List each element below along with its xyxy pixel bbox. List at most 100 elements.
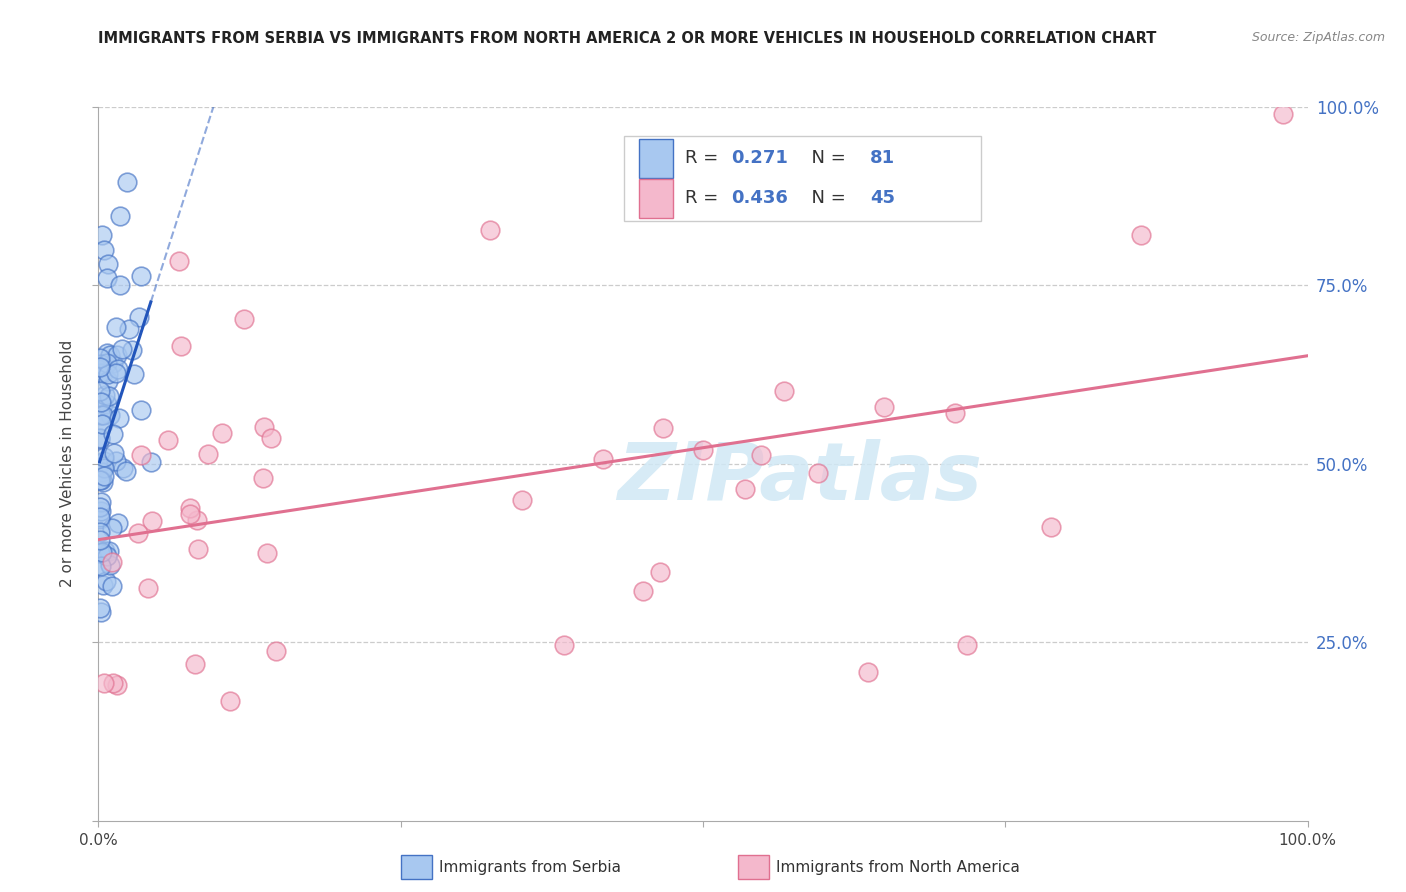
Point xyxy=(101,676,124,690)
Point xyxy=(100,579,122,593)
Point xyxy=(98,348,121,362)
Point xyxy=(101,521,124,535)
Point xyxy=(91,228,114,243)
Point xyxy=(103,445,125,459)
Point xyxy=(479,223,502,237)
Point xyxy=(93,469,115,483)
Point xyxy=(749,448,772,462)
Point xyxy=(233,312,256,326)
Point xyxy=(129,269,152,284)
Point xyxy=(260,431,283,445)
Point xyxy=(97,374,120,388)
Point xyxy=(184,657,207,671)
Text: R =: R = xyxy=(685,150,724,168)
Point xyxy=(91,545,114,559)
Point xyxy=(219,694,242,708)
Text: R =: R = xyxy=(685,189,724,207)
Point xyxy=(186,513,208,527)
Point xyxy=(108,209,131,223)
Point xyxy=(96,356,118,370)
Point xyxy=(592,451,614,466)
Point xyxy=(773,384,796,399)
Point xyxy=(98,558,121,573)
Point xyxy=(89,601,111,615)
Point xyxy=(89,512,111,526)
Point xyxy=(197,447,219,461)
Point xyxy=(100,555,122,569)
Text: N =: N = xyxy=(800,189,851,207)
Point xyxy=(93,460,115,475)
Point xyxy=(90,605,112,619)
Point xyxy=(141,514,163,528)
Point xyxy=(94,388,117,402)
Point xyxy=(91,475,114,489)
Point xyxy=(1272,107,1295,121)
Text: IMMIGRANTS FROM SERBIA VS IMMIGRANTS FROM NORTH AMERICA 2 OR MORE VEHICLES IN HO: IMMIGRANTS FROM SERBIA VS IMMIGRANTS FRO… xyxy=(98,31,1157,46)
Y-axis label: 2 or more Vehicles in Household: 2 or more Vehicles in Household xyxy=(60,340,75,588)
Point xyxy=(89,432,111,446)
Text: Immigrants from North America: Immigrants from North America xyxy=(776,860,1019,874)
Point xyxy=(96,549,118,563)
Point xyxy=(128,310,150,325)
Point xyxy=(956,638,979,652)
Point xyxy=(90,395,112,409)
Point xyxy=(89,500,111,514)
Point xyxy=(252,420,274,434)
Point xyxy=(111,461,134,475)
Point xyxy=(127,525,149,540)
Point xyxy=(651,421,673,435)
Point xyxy=(89,351,111,365)
Point xyxy=(105,366,128,380)
Point xyxy=(89,533,111,547)
Point xyxy=(91,417,114,432)
Point xyxy=(94,574,117,589)
Point xyxy=(91,417,114,431)
FancyBboxPatch shape xyxy=(624,136,981,221)
Point xyxy=(98,388,121,402)
Bar xyxy=(638,178,673,218)
Point xyxy=(157,433,180,447)
Point xyxy=(129,403,152,417)
Point xyxy=(103,356,125,370)
Point xyxy=(105,348,128,362)
Point xyxy=(90,358,112,372)
Point xyxy=(179,501,201,516)
Point xyxy=(211,426,233,441)
Point xyxy=(89,431,111,445)
Point xyxy=(129,448,152,462)
Text: 0.436: 0.436 xyxy=(731,189,787,207)
Text: 45: 45 xyxy=(870,189,894,207)
Point xyxy=(118,322,141,336)
Point xyxy=(89,359,111,374)
Point xyxy=(93,676,115,690)
Point xyxy=(103,426,125,441)
Point xyxy=(553,639,575,653)
Point xyxy=(90,408,112,422)
Point xyxy=(91,366,114,380)
Point xyxy=(93,243,115,257)
Point xyxy=(91,459,114,474)
Point xyxy=(1040,520,1063,534)
Point xyxy=(121,343,143,357)
Point xyxy=(91,578,114,592)
Point xyxy=(117,175,139,189)
Point xyxy=(105,319,128,334)
Point xyxy=(97,367,120,381)
Point xyxy=(107,516,129,531)
Point xyxy=(741,153,763,168)
Point xyxy=(734,482,756,496)
Point xyxy=(256,545,278,559)
Point xyxy=(807,467,830,481)
Point xyxy=(105,678,128,692)
Text: Immigrants from Serbia: Immigrants from Serbia xyxy=(439,860,620,874)
Point xyxy=(858,665,880,679)
Point xyxy=(650,565,672,579)
Point xyxy=(89,558,111,572)
Point xyxy=(179,507,201,521)
Point xyxy=(1130,227,1153,242)
Point xyxy=(90,558,112,573)
Point xyxy=(873,400,896,414)
Text: 81: 81 xyxy=(870,150,896,168)
Point xyxy=(90,473,112,487)
Point xyxy=(107,361,129,376)
